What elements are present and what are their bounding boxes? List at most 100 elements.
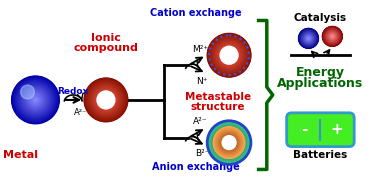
Circle shape [217, 44, 241, 67]
Circle shape [305, 35, 312, 42]
Circle shape [325, 29, 340, 44]
Circle shape [209, 35, 249, 76]
Circle shape [99, 93, 113, 106]
Circle shape [89, 83, 123, 117]
Circle shape [301, 31, 316, 46]
Circle shape [19, 84, 52, 116]
Circle shape [300, 30, 317, 47]
Circle shape [299, 29, 318, 48]
Circle shape [210, 36, 248, 74]
Text: +: + [330, 122, 343, 137]
Circle shape [219, 132, 239, 153]
Circle shape [226, 139, 232, 146]
Circle shape [308, 38, 309, 39]
Circle shape [325, 29, 340, 44]
Circle shape [216, 130, 242, 155]
Circle shape [91, 85, 121, 115]
Circle shape [210, 123, 248, 162]
Circle shape [26, 90, 45, 110]
Circle shape [218, 132, 240, 154]
Circle shape [209, 122, 249, 163]
Circle shape [324, 28, 341, 45]
Circle shape [217, 130, 242, 155]
Circle shape [101, 95, 111, 105]
Circle shape [326, 30, 339, 43]
Circle shape [92, 86, 120, 114]
Circle shape [228, 142, 230, 143]
Circle shape [332, 36, 333, 37]
Circle shape [212, 38, 246, 72]
Circle shape [330, 34, 335, 38]
Circle shape [327, 31, 338, 42]
Circle shape [207, 33, 251, 77]
Circle shape [299, 29, 318, 48]
Circle shape [102, 96, 110, 104]
Circle shape [211, 125, 247, 161]
Circle shape [217, 131, 241, 155]
Circle shape [327, 31, 338, 41]
Circle shape [326, 30, 339, 43]
Circle shape [214, 127, 245, 158]
Circle shape [220, 46, 238, 64]
Circle shape [211, 37, 248, 74]
Circle shape [21, 85, 50, 115]
Circle shape [305, 35, 312, 42]
Circle shape [306, 36, 311, 41]
Circle shape [305, 35, 311, 41]
Circle shape [222, 48, 236, 62]
Text: M²⁺: M²⁺ [192, 45, 208, 54]
Circle shape [303, 33, 314, 44]
Circle shape [29, 93, 42, 107]
Circle shape [223, 136, 235, 149]
Circle shape [326, 30, 339, 43]
Circle shape [227, 53, 231, 57]
Circle shape [331, 35, 333, 38]
Circle shape [220, 134, 238, 152]
Circle shape [97, 91, 115, 109]
Circle shape [19, 83, 53, 117]
Circle shape [20, 85, 51, 115]
Circle shape [325, 30, 339, 43]
Circle shape [221, 47, 237, 63]
Circle shape [220, 46, 239, 65]
Circle shape [326, 30, 338, 42]
Circle shape [214, 128, 244, 157]
Circle shape [26, 90, 45, 109]
Circle shape [100, 94, 112, 106]
Circle shape [211, 37, 247, 74]
Text: N⁺: N⁺ [197, 77, 208, 86]
Circle shape [222, 136, 236, 150]
Circle shape [223, 49, 235, 62]
Circle shape [330, 35, 334, 38]
Circle shape [220, 133, 239, 152]
Circle shape [224, 138, 234, 147]
Circle shape [224, 138, 234, 148]
Circle shape [222, 135, 236, 150]
Circle shape [308, 38, 309, 39]
Circle shape [304, 34, 313, 43]
Circle shape [227, 140, 231, 145]
Circle shape [306, 36, 311, 41]
Circle shape [301, 31, 316, 46]
Circle shape [103, 97, 109, 103]
Circle shape [227, 141, 231, 145]
Circle shape [226, 140, 232, 146]
Circle shape [222, 135, 237, 150]
Circle shape [211, 37, 247, 73]
Circle shape [209, 35, 249, 75]
Circle shape [224, 50, 234, 60]
Circle shape [308, 38, 309, 39]
Circle shape [305, 35, 311, 41]
Circle shape [223, 137, 235, 148]
Circle shape [328, 33, 336, 40]
Circle shape [31, 96, 39, 104]
Circle shape [214, 128, 244, 157]
Circle shape [302, 31, 316, 45]
Circle shape [215, 41, 243, 69]
Circle shape [98, 92, 114, 108]
Text: Catalysis: Catalysis [294, 12, 347, 22]
Circle shape [104, 97, 108, 103]
Circle shape [218, 132, 240, 153]
Circle shape [210, 36, 248, 75]
Circle shape [93, 87, 119, 113]
